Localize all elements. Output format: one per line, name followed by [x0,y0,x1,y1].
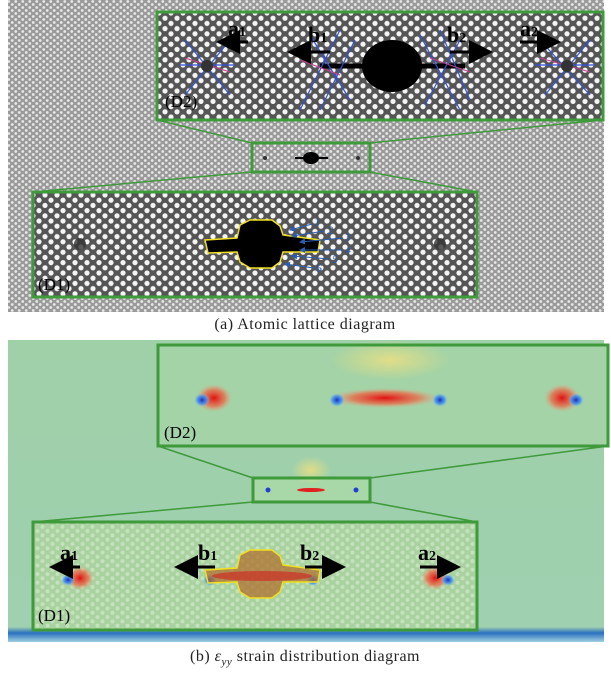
arrow-letter: a [418,540,429,565]
arrow-index: 2 [429,549,436,564]
strain-field [329,393,345,407]
arrow-index: 2 [531,25,538,40]
defect [74,238,86,250]
defect [561,60,573,72]
arrow-letter: b [300,540,312,565]
strain-field [194,393,210,407]
strain-field [432,393,448,407]
strain-field [568,393,584,407]
defect [201,60,213,72]
arrow-index: 1 [239,25,246,40]
arrow-letter: b [447,22,459,47]
atom-number: 5 [332,252,338,266]
strain-field [297,488,325,492]
atom-number: 1 [314,215,320,229]
box-label: (D2) [164,423,196,442]
strain-field [354,488,359,493]
arrow-letter: a [228,16,239,41]
caption: (b) εyy strain distribution diagram [190,648,420,668]
arrow-letter: a [60,540,71,565]
defect [434,238,446,250]
caption-text: strain distribution diagram [232,648,420,665]
caption-prefix: (b) [190,648,215,665]
caption-subscript: yy [220,656,232,668]
defect [356,156,360,160]
arrow-index: 1 [71,549,78,564]
panel-a: a1 b1 b2 a2 (D2) 1 2 3 4 5 6 (D1) (a) At… [8,0,604,333]
arrow-letter: a [520,16,531,41]
arrow-index: 1 [320,31,327,46]
box-label: (D2) [165,92,197,111]
strain-field [61,574,75,586]
arrow-index: 1 [210,549,217,564]
figure: a1 b1 b2 a2 (D2) 1 2 3 4 5 6 (D1) (a) At… [0,0,611,671]
arrow-letter: b [308,22,320,47]
strain-field [291,456,331,484]
strain-field [212,571,312,581]
defect [263,156,267,160]
arrow-index: 2 [312,549,319,564]
panel-b: (D2) a1 b1 b2 a2 (D1) (b) εyy strain dis… [8,340,608,668]
atom-number: 3 [344,230,351,244]
box-label: (D1) [38,606,70,625]
caption: (a) Atomic lattice diagram [214,316,395,333]
atom-number: 2 [327,223,333,237]
box-label: (D1) [38,275,70,294]
atom-number: 4 [345,243,351,257]
strain-field [266,488,271,493]
atom-number: 6 [316,261,322,275]
arrow-index: 2 [459,31,466,46]
arrow-letter: b [198,540,210,565]
strain-field [330,388,440,408]
strain-field [441,574,455,586]
